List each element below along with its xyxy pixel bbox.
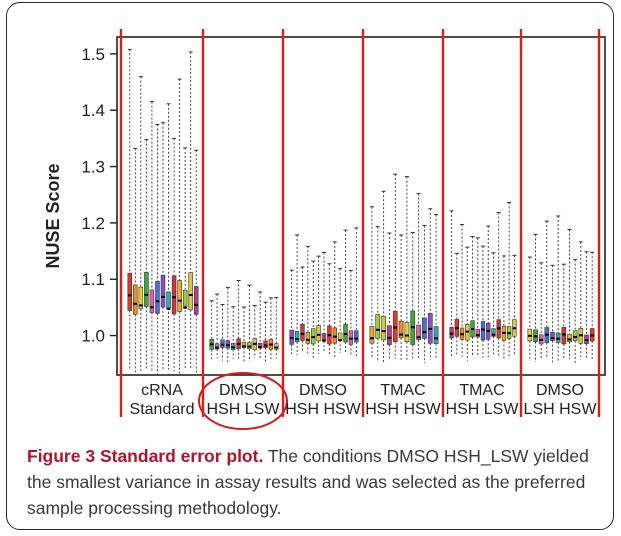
box [182, 290, 188, 307]
group-label-line2: LSH HSW [524, 401, 598, 418]
box-plot: 1.0 1.1 1.2 1.3 1.4 1.5 NUSE Score cRNA Standard… [43, 29, 606, 430]
box [369, 326, 375, 344]
box [188, 272, 193, 311]
figure-frame: 1.0 1.1 1.2 1.3 1.4 1.5 NUSE Score cRNA Standard… [6, 2, 614, 530]
figure-title: Standard error plot. [99, 446, 264, 466]
y-tick-label: 1.1 [81, 270, 105, 289]
group-label-line1: cRNA [141, 382, 183, 399]
box [149, 289, 155, 313]
box [491, 328, 496, 337]
box [392, 311, 398, 342]
box [160, 274, 166, 308]
box [387, 325, 392, 345]
group-label-line1: DMSO [219, 382, 267, 399]
box [332, 327, 337, 344]
box [475, 328, 480, 338]
box [381, 316, 386, 341]
box [404, 322, 410, 342]
box [300, 323, 305, 341]
box [316, 325, 321, 342]
box [155, 281, 160, 314]
box [305, 332, 311, 344]
group-label-line2: HSH HSW [365, 401, 441, 418]
y-axis-label: NUSE Score [43, 163, 63, 268]
box [138, 286, 144, 310]
box [550, 331, 555, 341]
group-label-line2: Standard [130, 401, 195, 418]
box [127, 272, 133, 311]
group-label-line2: HSH LSW [207, 401, 281, 418]
box [166, 291, 171, 309]
box [375, 314, 381, 339]
box [263, 340, 268, 348]
box [354, 330, 359, 343]
box [220, 339, 225, 348]
group-label-line2: HSH HSW [285, 401, 361, 418]
box [572, 330, 578, 342]
figure-caption: Figure 3 Standard error plot. The condit… [27, 443, 613, 521]
box [449, 326, 454, 339]
group-label-line1: TMAC [459, 382, 504, 399]
box [480, 321, 486, 341]
box [416, 324, 421, 341]
y-tick-label: 1.4 [81, 101, 105, 120]
box [133, 284, 138, 315]
box [398, 320, 404, 339]
group-label-line1: DMSO [299, 382, 347, 399]
group-label-line1: DMSO [536, 382, 584, 399]
figure-number: Figure 3 [27, 446, 96, 466]
y-tick-label: 1.3 [81, 158, 105, 177]
y-tick-label: 1.0 [81, 327, 105, 346]
box [274, 343, 279, 350]
group-label-line2: HSH LSW [446, 401, 520, 418]
box [214, 343, 220, 350]
figure-description: The conditions DMSO HSH_LSW yielded the … [27, 446, 589, 518]
box [561, 326, 567, 345]
box [422, 317, 427, 339]
box [171, 275, 177, 315]
box [193, 286, 199, 315]
box [241, 341, 247, 348]
box [144, 272, 149, 307]
box [177, 280, 182, 312]
highlight-circle [198, 372, 288, 430]
box [294, 331, 300, 343]
y-tick-label: 1.5 [81, 45, 105, 64]
plot-area-border [116, 36, 606, 376]
group-label-line1: TMAC [380, 382, 425, 399]
y-tick-label: 1.2 [81, 214, 105, 233]
box [348, 330, 354, 345]
box [567, 333, 572, 343]
box [433, 326, 439, 344]
